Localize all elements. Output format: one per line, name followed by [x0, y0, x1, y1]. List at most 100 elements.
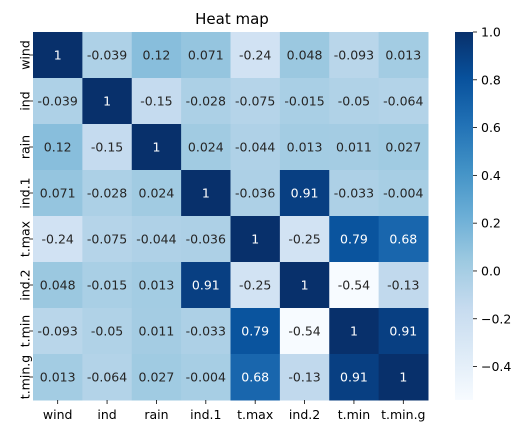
cell-value-label: -0.075: [87, 232, 127, 247]
cell-value-label: 0.013: [139, 278, 175, 293]
cell-value-label: -0.036: [186, 232, 226, 247]
x-axis-ticks: wind ind rain ind.1 t.max ind.2 t.min t.min.g: [43, 400, 425, 422]
heatmap-cell: [181, 124, 231, 171]
cell-value-label: -0.015: [284, 94, 324, 109]
cell-value-label: 1: [54, 48, 62, 63]
heatmap-cell: [279, 32, 330, 79]
heatmap-cell: [230, 124, 281, 171]
heatmap-cell: [131, 124, 182, 171]
cell-value-label: -0.13: [387, 278, 419, 293]
cell-value-label: -0.033: [334, 186, 374, 201]
cell-value-label: -0.004: [186, 370, 226, 385]
cell-value-label: -0.028: [87, 186, 127, 201]
heatmap-cell: [82, 354, 133, 401]
y-tick-label: ind.1: [18, 177, 33, 208]
cell-value-label: 0.12: [143, 48, 171, 63]
heatmap-cell: [378, 78, 429, 125]
cell-value-label: 0.013: [385, 48, 421, 63]
cell-value-label: -0.075: [235, 94, 275, 109]
cell-value-label: 0.024: [139, 186, 175, 201]
heatmap-cell: [82, 170, 133, 217]
cell-value-label: -0.036: [235, 186, 275, 201]
x-tick-label: t.min.g: [381, 407, 425, 422]
colorbar-tick-label: −0.2: [481, 311, 511, 326]
heatmap-cell: [279, 216, 330, 263]
heatmap-cell: [181, 216, 231, 263]
colorbar-tick-label: 0.0: [481, 263, 501, 278]
heatmap-cell: [131, 32, 182, 79]
heatmap-cell: [181, 262, 231, 309]
colorbar-tick-label: 0.2: [481, 216, 501, 231]
heatmap-cell: [181, 32, 231, 79]
y-tick-label: t.min: [18, 315, 33, 347]
y-tick-label: t.min.g: [18, 355, 33, 399]
heatmap-cell: [33, 170, 83, 217]
cell-value-label: 0.071: [40, 186, 76, 201]
cell-value-label: -0.24: [42, 232, 74, 247]
heatmap-cell: [329, 354, 380, 401]
heatmap-cell: [329, 78, 380, 125]
y-tick-label: wind: [18, 40, 33, 70]
cell-value-label: -0.033: [186, 324, 226, 339]
heatmap-cell: [279, 78, 330, 125]
heatmap-cell: [329, 216, 380, 263]
heatmap-cell: [230, 354, 281, 401]
heatmap-cell: [329, 308, 380, 355]
heatmap-cell: [329, 32, 380, 79]
colorbar-tick-label: 0.6: [481, 120, 501, 135]
cell-value-label: -0.093: [38, 324, 78, 339]
x-tick-label: ind.2: [289, 407, 320, 422]
heatmap-cell: [33, 262, 83, 309]
y-tick-label: ind: [18, 91, 33, 110]
cell-value-label: -0.25: [288, 232, 320, 247]
heatmap-cell: [82, 124, 133, 171]
cell-value-label: 0.048: [287, 48, 323, 63]
cell-value-label: -0.093: [334, 48, 374, 63]
heatmap-cell: [279, 354, 330, 401]
colorbar-ticks: 1.0 0.8 0.6 0.4 0.2 0.0 −0.2 −0.4: [473, 25, 511, 374]
cell-value-label: 1: [251, 232, 259, 247]
heatmap-cell: [230, 78, 281, 125]
cell-value-label: -0.13: [288, 370, 320, 385]
cell-value-label: 0.013: [287, 140, 323, 155]
cell-value-label: 1: [202, 186, 210, 201]
cell-value-label: 0.91: [291, 186, 319, 201]
cell-value-label: 0.011: [139, 324, 175, 339]
cell-value-label: 0.79: [340, 232, 368, 247]
heatmap-cell: [279, 308, 330, 355]
heatmap-cell: [33, 308, 83, 355]
chart-title: Heat map: [195, 10, 269, 28]
cell-value-label: -0.064: [87, 370, 127, 385]
heatmap-cell: [279, 262, 330, 309]
y-axis-ticks: wind ind rain ind.1 t.max ind.2 t.min t.min.g: [18, 40, 33, 399]
cell-value-label: 0.048: [40, 278, 76, 293]
y-tick-label: rain: [18, 135, 33, 159]
colorbar-tick-label: 0.4: [481, 168, 501, 183]
cell-value-label: 0.011: [336, 140, 372, 155]
heatmap-cell: [279, 124, 330, 171]
heatmap-cell: [33, 32, 83, 79]
cell-value-label: -0.15: [91, 140, 123, 155]
y-tick-label: t.max: [18, 221, 33, 257]
x-tick-label: wind: [43, 407, 73, 422]
cell-value-label: -0.064: [383, 94, 423, 109]
colorbar-tick-label: 1.0: [481, 25, 501, 40]
heatmap-cell: [131, 170, 182, 217]
cell-value-label: 0.68: [241, 370, 269, 385]
cell-value-label: -0.25: [239, 278, 271, 293]
heatmap-cell: [378, 216, 429, 263]
heatmap-cells: 1 -0.039 0.12 0.071 -0.24 0.048 -0.093 0.013 -0.…: [33, 32, 429, 401]
x-tick-label: t.max: [237, 407, 273, 422]
heatmap-cell: [33, 124, 83, 171]
x-tick-label: ind: [97, 407, 116, 422]
cell-value-label: 0.027: [385, 140, 421, 155]
heatmap-cell: [279, 170, 330, 217]
cell-value-label: -0.028: [186, 94, 226, 109]
cell-value-label: 0.024: [188, 140, 224, 155]
cell-value-label: 1: [399, 370, 407, 385]
cell-value-label: 0.79: [241, 324, 269, 339]
cell-value-label: 1: [350, 324, 358, 339]
cell-value-label: 0.91: [340, 370, 368, 385]
heatmap-cell: [329, 170, 380, 217]
heatmap-cell: [131, 78, 182, 125]
